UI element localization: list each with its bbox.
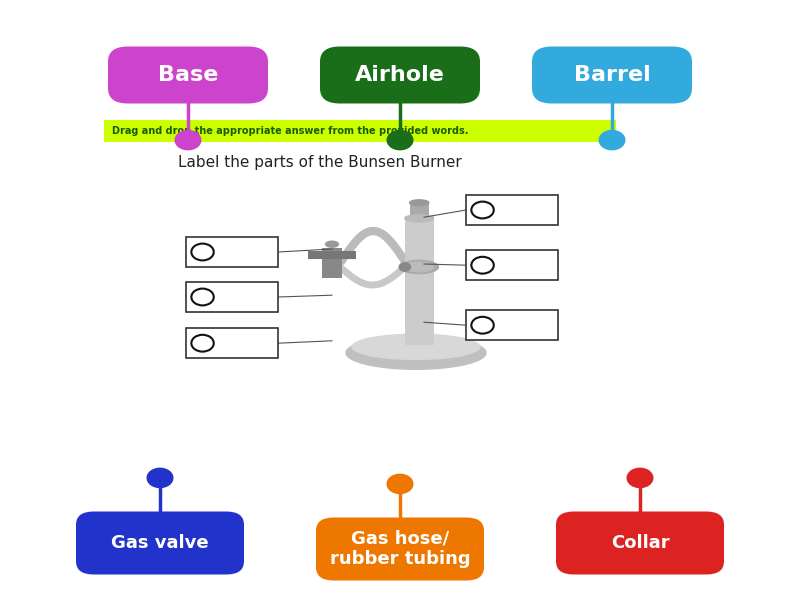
Circle shape	[387, 474, 413, 493]
Bar	[466, 250, 558, 280]
Circle shape	[399, 263, 410, 271]
Text: Airhole: Airhole	[355, 65, 445, 85]
Text: Label the parts of the Bunsen Burner: Label the parts of the Bunsen Burner	[178, 154, 462, 169]
Ellipse shape	[405, 215, 434, 222]
Bar	[410, 204, 429, 219]
Circle shape	[191, 244, 214, 260]
Bar	[308, 251, 356, 259]
Bar	[104, 120, 616, 142]
FancyBboxPatch shape	[76, 511, 244, 575]
Ellipse shape	[346, 336, 486, 369]
FancyBboxPatch shape	[532, 46, 692, 103]
FancyBboxPatch shape	[108, 46, 268, 103]
FancyBboxPatch shape	[316, 517, 484, 581]
Circle shape	[471, 317, 494, 334]
Circle shape	[471, 257, 494, 274]
Ellipse shape	[352, 334, 480, 359]
Circle shape	[387, 130, 413, 150]
Ellipse shape	[405, 262, 434, 272]
Circle shape	[147, 468, 173, 487]
FancyBboxPatch shape	[556, 511, 724, 575]
Circle shape	[471, 202, 494, 218]
Bar	[186, 282, 278, 312]
Circle shape	[191, 335, 214, 352]
Text: Gas valve: Gas valve	[111, 534, 209, 552]
Bar	[466, 195, 558, 225]
Bar	[405, 216, 434, 345]
FancyBboxPatch shape	[320, 46, 480, 103]
Bar	[186, 328, 278, 358]
Text: Collar: Collar	[610, 534, 670, 552]
Circle shape	[191, 289, 214, 305]
Bar	[322, 248, 342, 278]
Text: Drag and drop the appropriate answer from the provided words.: Drag and drop the appropriate answer fro…	[112, 126, 469, 136]
Text: Gas hose/
rubber tubing: Gas hose/ rubber tubing	[330, 530, 470, 568]
Text: Barrel: Barrel	[574, 65, 650, 85]
Bar	[466, 310, 558, 340]
Ellipse shape	[400, 260, 438, 274]
Ellipse shape	[326, 241, 338, 247]
Circle shape	[599, 130, 625, 150]
Ellipse shape	[410, 200, 429, 206]
Text: Base: Base	[158, 65, 218, 85]
Circle shape	[175, 130, 201, 150]
Circle shape	[627, 468, 653, 487]
Bar	[186, 237, 278, 267]
